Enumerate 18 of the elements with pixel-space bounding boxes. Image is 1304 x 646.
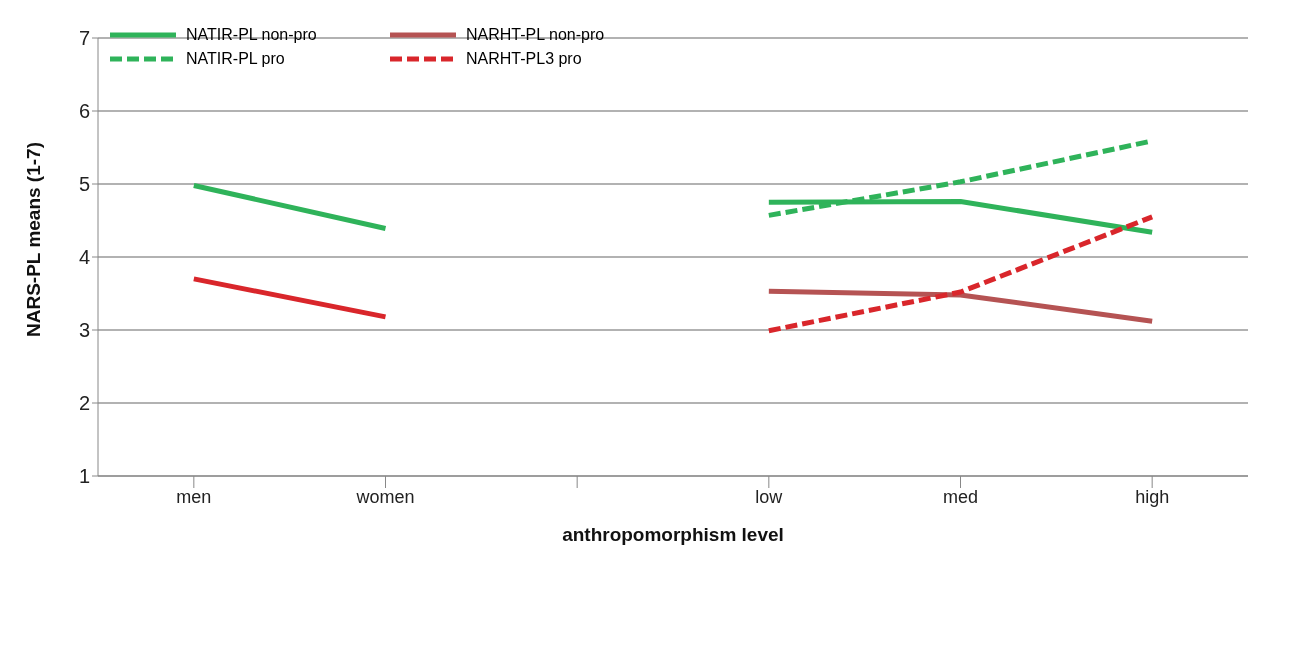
x-tick-label: women: [355, 486, 415, 507]
y-tick-label: 3: [78, 319, 90, 342]
y-tick-label: 5: [78, 173, 90, 196]
legend-label: NATIR-PL non-pro: [186, 26, 317, 44]
x-tick-label: low: [755, 486, 784, 507]
x-tick-label: high: [1135, 486, 1170, 507]
legend-label: NATIR-PL pro: [186, 50, 285, 68]
x-tick-label: men: [176, 486, 212, 507]
legend-label: NARHT-PL non-pro: [466, 26, 605, 44]
x-axis-title: anthropomorphism level: [562, 524, 784, 545]
y-tick-label: 1: [78, 465, 90, 488]
y-tick-label: 6: [78, 100, 90, 123]
y-tick-label: 4: [78, 246, 90, 269]
x-tick-label: med: [942, 486, 979, 507]
y-tick-label: 2: [78, 392, 90, 415]
y-tick-label: 7: [78, 27, 90, 50]
y-axis-title: NARS-PL means (1-7): [22, 142, 44, 337]
legend-label: NARHT-PL3 pro: [466, 50, 582, 68]
